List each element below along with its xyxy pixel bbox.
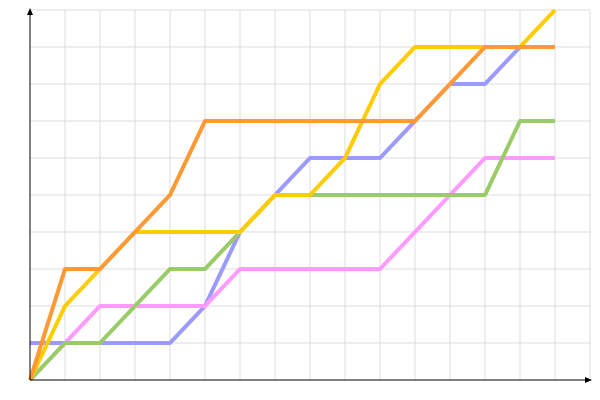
series-line-5 [28, 45, 555, 381]
x-axis-arrow [585, 377, 592, 383]
series-line-1 [30, 45, 555, 345]
y-axis-arrow [27, 8, 33, 15]
series-group [28, 8, 557, 382]
series-line-2 [28, 156, 555, 382]
